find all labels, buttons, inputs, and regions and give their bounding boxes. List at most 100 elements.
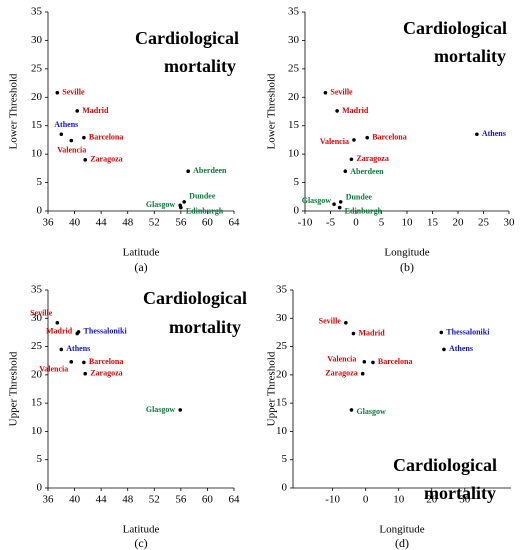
- y-tick-label: 0: [294, 205, 300, 217]
- point: [337, 205, 342, 210]
- point: [352, 138, 356, 142]
- x-tick-label: 0: [353, 217, 359, 229]
- y-tick-label: 25: [31, 62, 43, 74]
- caption: (a): [134, 260, 147, 274]
- caption: (c): [134, 536, 147, 550]
- y-tick-label: 35: [288, 6, 300, 18]
- x-tick-label: 0: [363, 494, 369, 506]
- y-tick-label: 30: [31, 312, 43, 324]
- point: [360, 371, 365, 376]
- x-tick-label: 30: [504, 217, 516, 229]
- x-tick-label: 44: [96, 494, 108, 506]
- y-tick-label: 5: [282, 453, 288, 465]
- x-tick-label: 52: [149, 217, 160, 229]
- point-label: Glasgow: [146, 200, 176, 209]
- point: [69, 138, 74, 143]
- x-tick-label: 30: [459, 494, 471, 506]
- chart-title: Cardiological: [135, 28, 239, 48]
- x-axis-label: Latitude: [123, 524, 160, 536]
- point: [178, 408, 182, 412]
- point-label: Barcelona: [89, 357, 124, 366]
- point-label: Aberdeen: [350, 167, 384, 176]
- y-tick-label: 5: [37, 453, 43, 465]
- point: [59, 347, 64, 352]
- x-tick-label: 60: [202, 217, 214, 229]
- x-tick-label: 25: [478, 217, 490, 229]
- y-tick-label: 35: [276, 284, 288, 296]
- point-label: Valencia: [320, 137, 349, 146]
- point-label: Edinburgh: [186, 206, 224, 215]
- y-tick-label: 20: [31, 91, 43, 103]
- chart-title: mortality: [424, 483, 496, 503]
- x-tick-label: 40: [69, 494, 81, 506]
- chart-title: Cardiological: [403, 18, 507, 38]
- point-label: Glasgow: [356, 407, 386, 416]
- point: [338, 200, 343, 204]
- point-label: Barcelona: [372, 132, 407, 141]
- point: [362, 360, 367, 364]
- point: [75, 109, 80, 113]
- y-tick-label: 30: [31, 34, 43, 46]
- point-label: Zaragoza: [356, 154, 388, 163]
- y-tick-label: 25: [31, 340, 43, 352]
- point: [55, 321, 60, 325]
- x-tick-label: 48: [122, 494, 134, 506]
- y-tick-label: 30: [276, 312, 288, 324]
- x-tick-label: 10: [402, 217, 414, 229]
- y-axis-label: Upper Threshold: [8, 351, 20, 426]
- caption: (d): [395, 536, 409, 550]
- x-tick-label: -10: [298, 217, 313, 229]
- point-label: Seville: [330, 88, 353, 97]
- point-label: Valencia: [39, 365, 68, 374]
- y-tick-label: 20: [288, 91, 300, 103]
- point-label: Athens: [449, 344, 473, 353]
- chart-title: mortality: [169, 317, 241, 337]
- y-tick-label: 15: [276, 397, 288, 409]
- point: [439, 330, 444, 335]
- point-label: Madrid: [358, 328, 385, 337]
- point: [343, 169, 348, 173]
- x-tick-label: 10: [393, 494, 405, 506]
- x-tick-label: 64: [229, 217, 241, 229]
- y-tick-label: 15: [31, 397, 43, 409]
- point-label: Seville: [30, 309, 53, 318]
- point: [82, 135, 86, 140]
- point: [442, 347, 446, 352]
- x-tick-label: 44: [96, 217, 108, 229]
- y-tick-label: 10: [288, 148, 300, 160]
- point: [349, 408, 354, 412]
- point: [76, 330, 81, 334]
- point: [186, 169, 190, 173]
- y-tick-label: 10: [31, 425, 43, 437]
- y-tick-label: 25: [288, 62, 300, 74]
- point-label: Athens: [54, 120, 78, 129]
- x-tick-label: 5: [379, 217, 385, 229]
- y-tick-label: 5: [294, 176, 300, 188]
- point-label: Dundee: [189, 192, 216, 201]
- y-tick-label: 35: [31, 6, 43, 18]
- point-label: Madrid: [46, 326, 73, 335]
- x-tick-label: 64: [229, 494, 241, 506]
- x-tick-label: 48: [122, 217, 134, 229]
- point-label: Seville: [319, 317, 342, 326]
- point-label: Zaragoza: [90, 155, 122, 164]
- point-label: Madrid: [82, 106, 109, 115]
- x-axis-label: Latitude: [123, 247, 160, 259]
- x-tick-label: 52: [149, 494, 160, 506]
- point: [59, 132, 64, 137]
- point-label: Thessaloniki: [446, 327, 490, 336]
- point: [182, 200, 186, 204]
- point-label: Glasgow: [146, 405, 176, 414]
- point: [351, 331, 356, 336]
- y-tick-label: 30: [288, 34, 300, 46]
- chart-title: Cardiological: [393, 455, 497, 475]
- x-tick-label: 36: [43, 217, 55, 229]
- x-tick-label: -5: [326, 217, 336, 229]
- point-label: Thessaloniki: [84, 327, 128, 336]
- point: [344, 321, 348, 325]
- point-label: Madrid: [342, 106, 369, 115]
- point: [332, 202, 336, 206]
- point: [83, 371, 87, 376]
- point-label: Seville: [62, 88, 85, 97]
